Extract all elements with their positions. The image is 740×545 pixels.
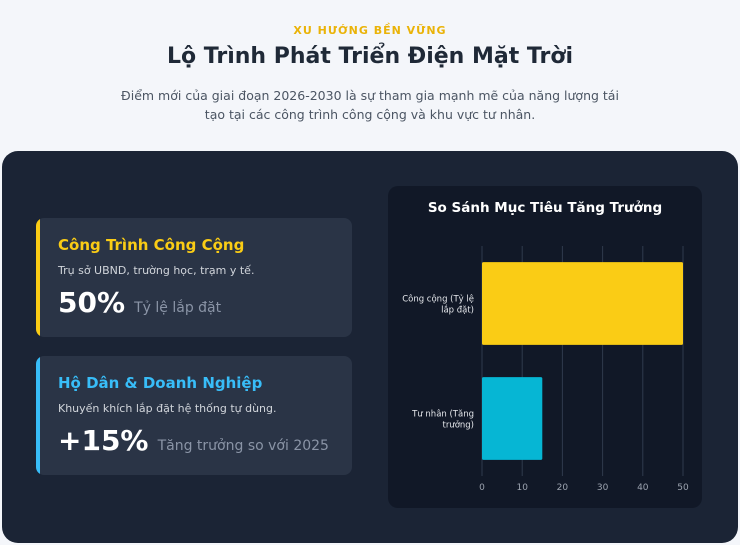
bar xyxy=(482,262,683,345)
stat-value: 50% xyxy=(58,286,126,319)
x-tick-label: 0 xyxy=(479,483,485,493)
category-label: Tư nhân (Tăng trưởng) xyxy=(411,410,474,431)
stat-label: Tăng trưởng so với 2025 xyxy=(157,438,329,454)
bar xyxy=(482,377,543,460)
card-title: Công Trình Công Cộng xyxy=(58,236,245,254)
card-description: Khuyến khích lắp đặt hệ thống tự dùng. xyxy=(58,402,277,415)
chart-title: So Sánh Mục Tiêu Tăng Trưởng xyxy=(427,200,663,216)
x-tick-label: 40 xyxy=(637,483,649,493)
x-tick-label: 20 xyxy=(557,483,569,493)
chart-svg: 0 10 20 30 40 50 Công cộng (Tỷ lệ lắp đặt) Tư nh… xyxy=(402,246,689,493)
eyebrow-label: XU HƯỚNG BỀN VỮNG xyxy=(293,24,447,37)
card-title: Hộ Dân & Doanh Nghiệp xyxy=(58,374,263,392)
card-accent-stripe xyxy=(36,218,40,337)
card-public: Công Trình Công Cộng Trụ sở UBND, trường… xyxy=(36,218,352,337)
card-accent-stripe xyxy=(36,356,40,475)
x-tick-label: 50 xyxy=(677,483,689,493)
stat-value: +15% xyxy=(58,424,149,457)
page-subtitle: Điểm mới của giai đoạn 2026-2030 là sự t… xyxy=(121,88,619,122)
card-stat: 50% Tỷ lệ lắp đặt xyxy=(58,286,221,319)
card-private: Hộ Dân & Doanh Nghiệp Khuyến khích lắp đ… xyxy=(36,356,352,475)
x-tick-label: 10 xyxy=(516,483,528,493)
chart-container: 0 10 20 30 40 50 Công cộng (Tỷ lệ lắp đặt) Tư nh… xyxy=(388,186,702,508)
page-title: Lộ Trình Phát Triển Điện Mặt Trời xyxy=(166,44,573,69)
card-stat: +15% Tăng trưởng so với 2025 xyxy=(58,424,329,457)
stat-label: Tỷ lệ lắp đặt xyxy=(134,300,222,316)
card-description: Trụ sở UBND, trường học, trạm y tế. xyxy=(58,264,255,277)
x-tick-label: 30 xyxy=(597,483,609,493)
category-label: Công cộng (Tỷ lệ lắp đặt) xyxy=(402,294,474,316)
